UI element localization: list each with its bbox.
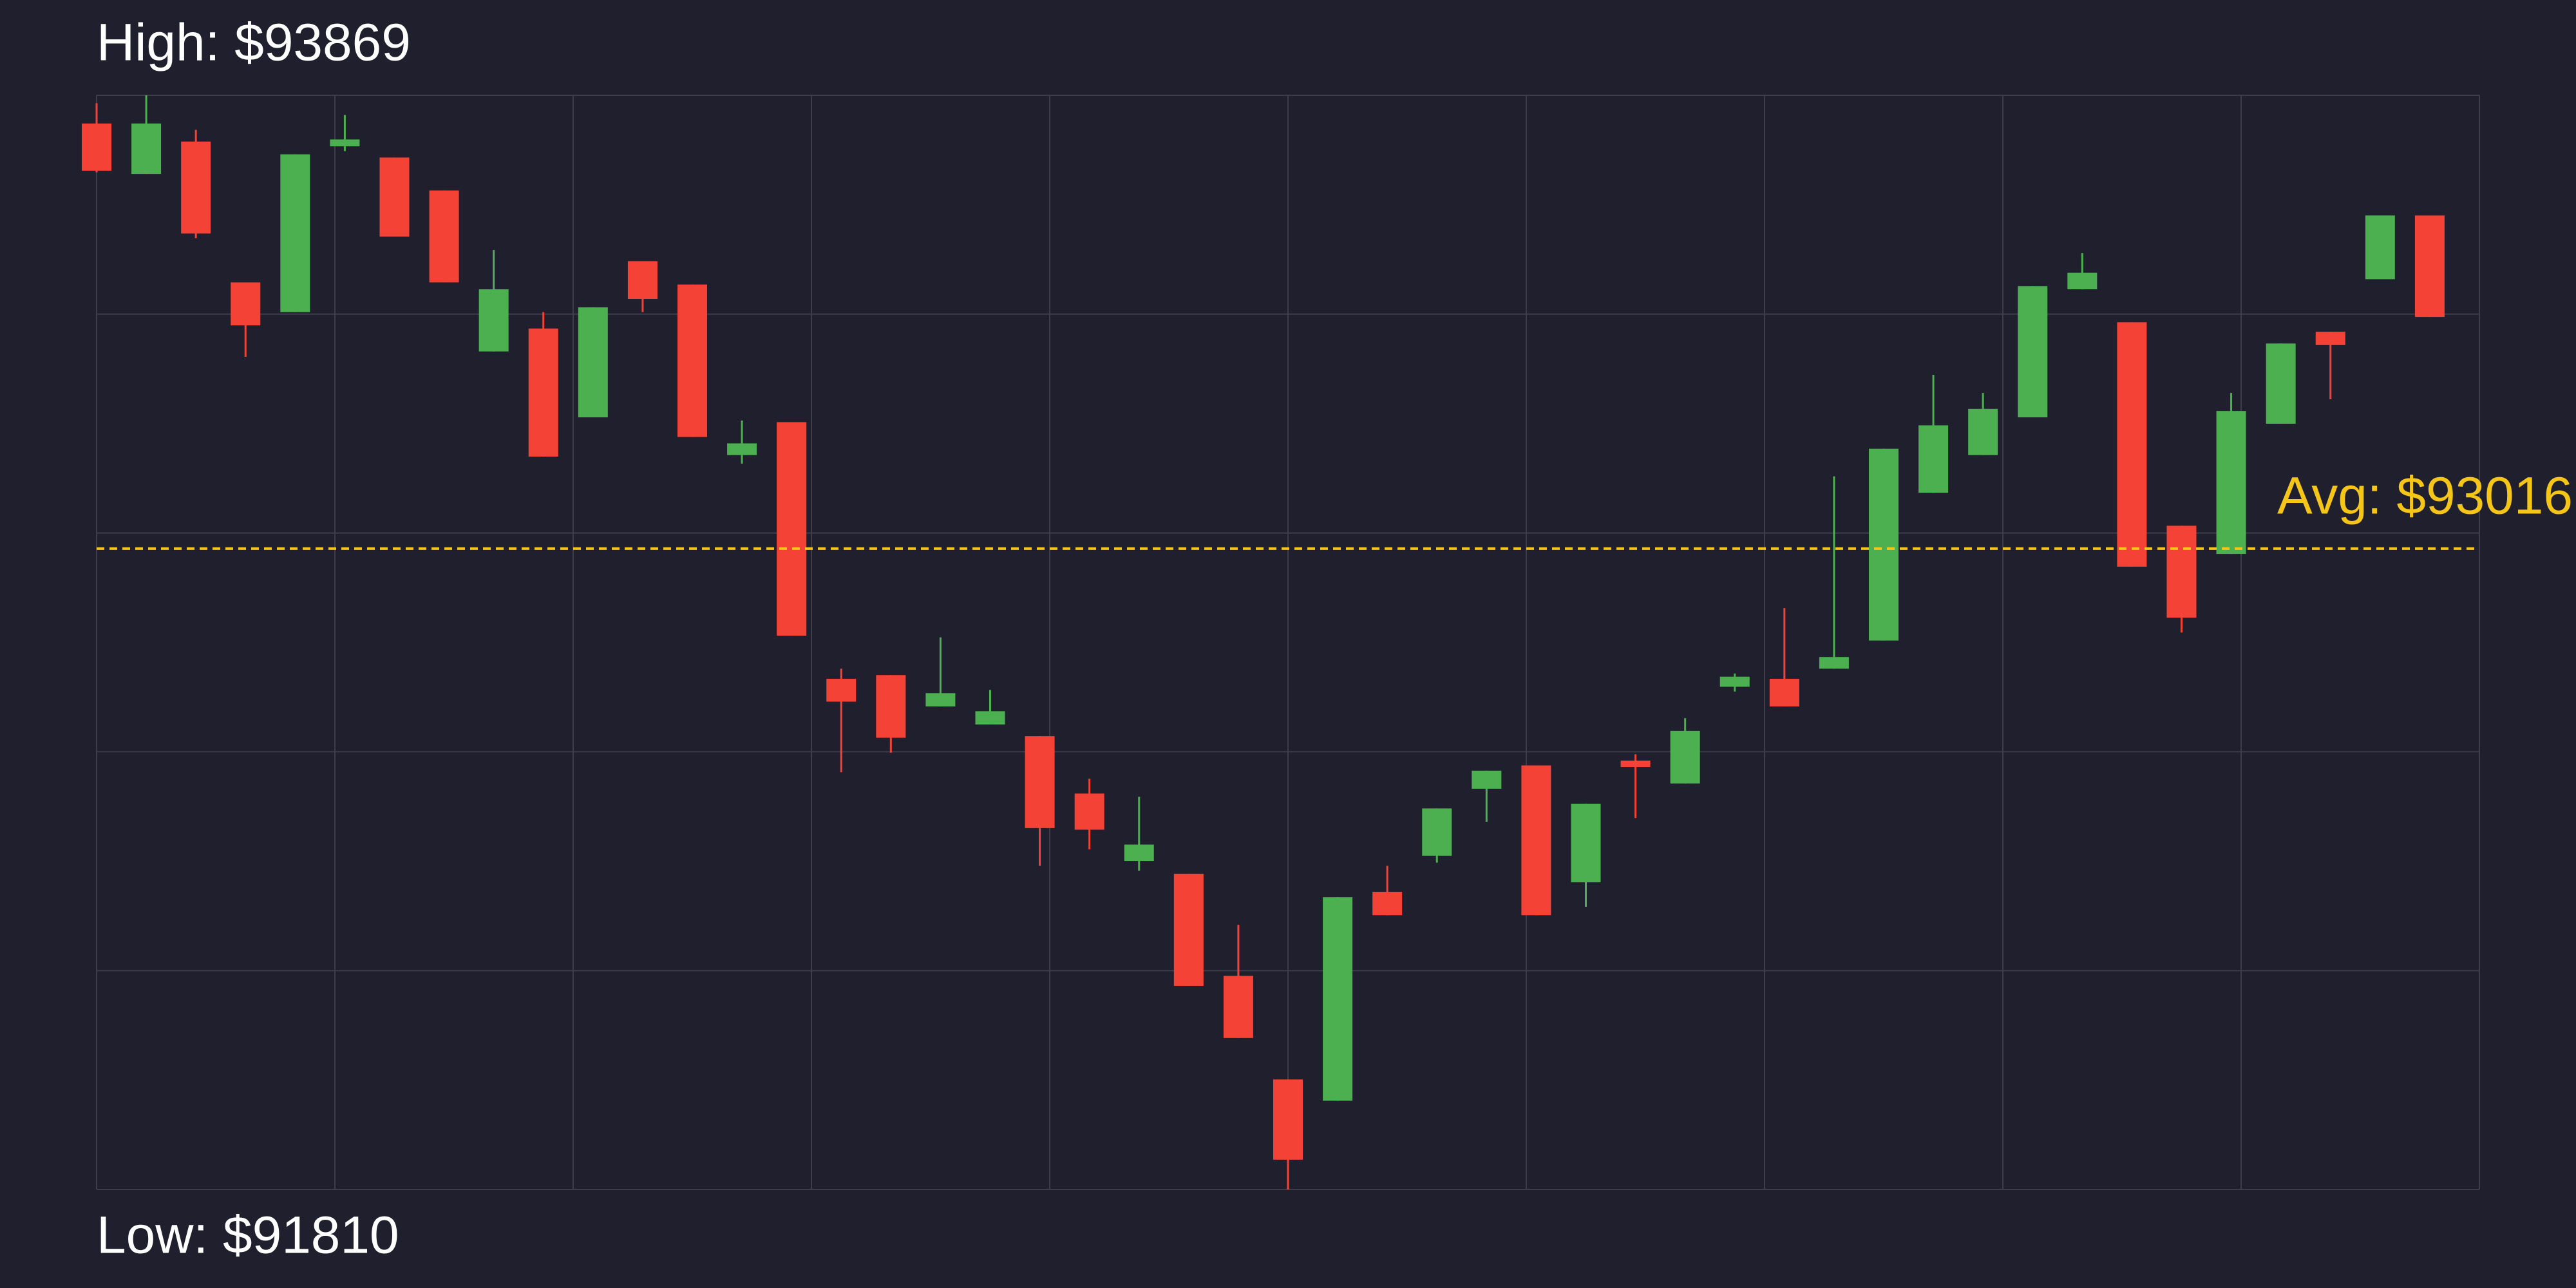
- candle-body: [777, 422, 807, 636]
- candle-body: [2414, 215, 2445, 317]
- candle-body: [1472, 770, 1502, 789]
- candle-body: [330, 139, 360, 147]
- candle-body: [181, 141, 211, 234]
- high-label: High: $93869: [97, 14, 411, 72]
- candle-body: [975, 711, 1005, 724]
- candle-body: [1571, 803, 1601, 883]
- candle-body: [2067, 272, 2098, 290]
- candle-body: [1025, 736, 1055, 828]
- candle-body: [2315, 332, 2345, 345]
- candle-body: [1769, 679, 1799, 706]
- candle-body: [429, 190, 459, 283]
- candle-body: [2117, 322, 2147, 567]
- candle-body: [1422, 808, 1452, 856]
- candle-body: [379, 157, 410, 237]
- candle-body: [82, 123, 111, 171]
- candle-body: [2266, 343, 2296, 424]
- candle-body: [1869, 448, 1899, 641]
- low-label: Low: $91810: [97, 1206, 399, 1265]
- candle-body: [727, 443, 757, 455]
- candle-body: [131, 123, 162, 175]
- candle-body: [1670, 730, 1700, 784]
- candle-body: [876, 675, 906, 738]
- candle-body: [478, 289, 509, 352]
- candle-body: [826, 679, 857, 702]
- candle-body: [1521, 765, 1551, 916]
- candle-body: [1918, 425, 1949, 493]
- candle-body: [2365, 215, 2395, 279]
- candle-body: [925, 693, 956, 706]
- candle-body: [1372, 891, 1403, 916]
- candle-body: [528, 328, 558, 457]
- candle-body: [1819, 657, 1849, 669]
- candle-body: [2216, 411, 2246, 554]
- candle-body: [1273, 1079, 1303, 1160]
- candle-body: [1074, 793, 1104, 830]
- candle-body: [231, 282, 261, 326]
- candle-body: [1124, 844, 1154, 862]
- candle-body: [2166, 526, 2197, 618]
- candle-body: [1968, 408, 1998, 455]
- candle-body: [1223, 976, 1253, 1038]
- candle-body: [1323, 897, 1353, 1101]
- candles: [82, 95, 2445, 1189]
- grid: [96, 95, 2480, 1190]
- candle-body: [1620, 761, 1651, 767]
- candle-body: [1719, 676, 1750, 687]
- candle-body: [2018, 286, 2048, 418]
- candle-body: [627, 261, 658, 299]
- candle-body: [1173, 873, 1204, 986]
- candle-body: [280, 154, 310, 312]
- candle-body: [677, 284, 707, 437]
- overlay: Avg: $93016: [97, 467, 2573, 550]
- candle-body: [578, 307, 608, 418]
- average-label: Avg: $93016: [2277, 467, 2573, 526]
